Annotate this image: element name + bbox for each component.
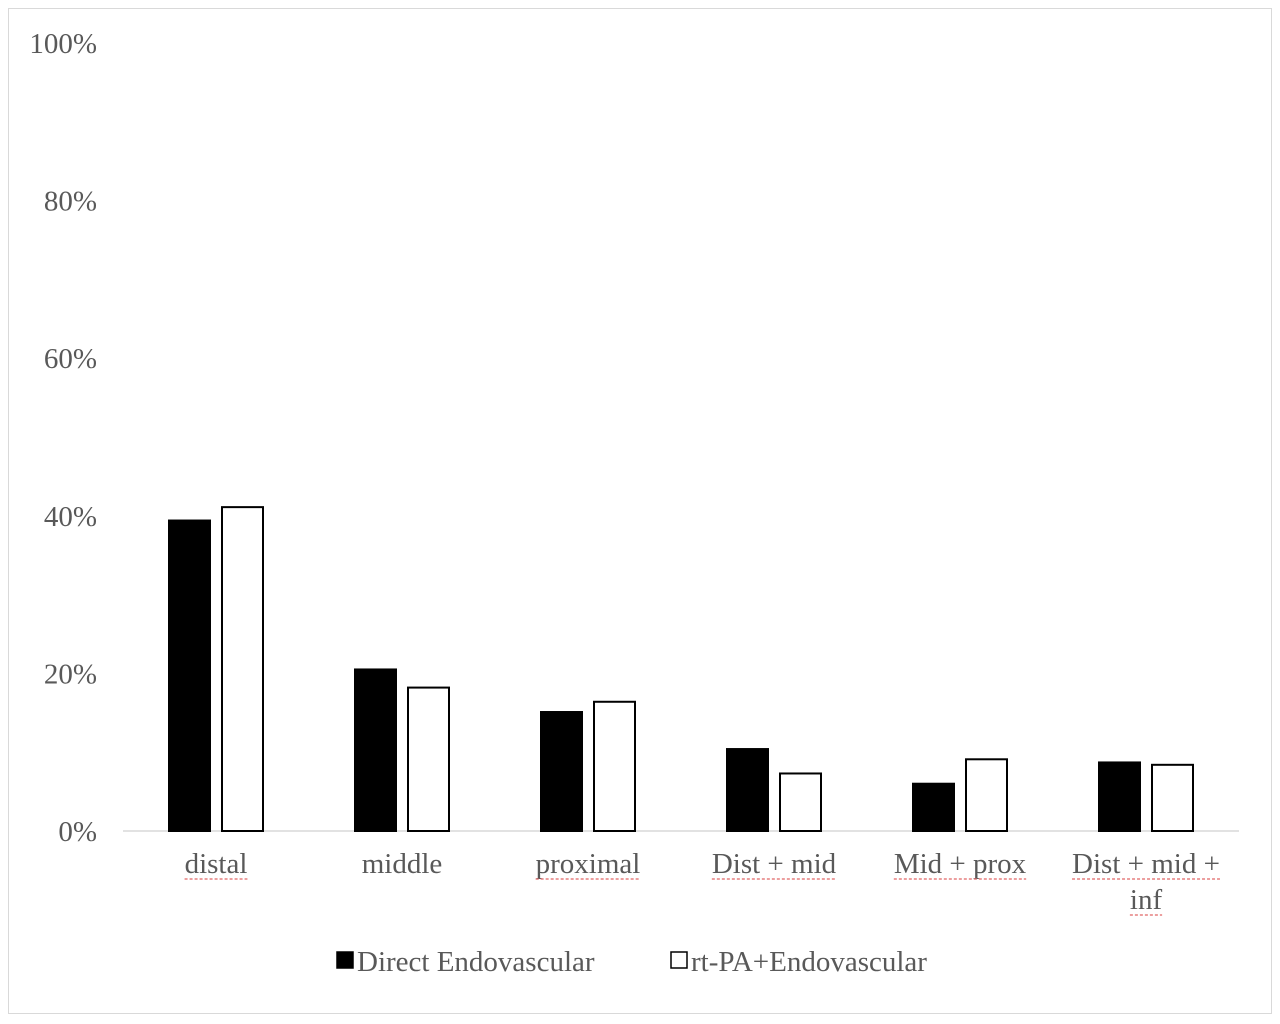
y-axis-ticks: 0% 20% 40% 60% 80% 100% (29, 28, 97, 848)
category-label: Dist + mid + (1072, 848, 1220, 880)
y-tick-label: 80% (44, 186, 97, 218)
bar-rtpa-endovascular (1151, 763, 1194, 832)
y-tick-label: 100% (29, 28, 97, 60)
category-label: inf (1130, 884, 1163, 916)
bar-rtpa-endovascular (407, 686, 450, 832)
category-label: Dist + mid (712, 848, 837, 880)
bar-direct-endovascular (540, 711, 583, 833)
legend: Direct Endovascular rt-PA+Endovascular (336, 946, 927, 978)
legend-swatch (336, 951, 354, 969)
legend-label: Direct Endovascular (357, 946, 595, 978)
y-tick-label: 20% (44, 658, 97, 690)
y-tick-label: 60% (44, 343, 97, 375)
bar-rtpa-endovascular (593, 700, 636, 832)
bar-direct-endovascular (1098, 761, 1141, 832)
chart: 0% 20% 40% 60% 80% 100% distal middle proximal D… (29, 28, 1239, 978)
bar-rtpa-endovascular (965, 758, 1008, 832)
legend-swatch (670, 951, 688, 969)
y-tick-label: 40% (44, 501, 97, 533)
legend-label: rt-PA+Endovascular (691, 946, 927, 978)
category-label: proximal (536, 848, 641, 880)
bar-rtpa-endovascular (779, 772, 822, 833)
category-label: middle (362, 848, 443, 880)
bar-rtpa-endovascular (221, 506, 264, 832)
category-labels: distal middle proximal Dist + mid Mid + prox… (184, 848, 1220, 916)
category-label: distal (185, 848, 248, 880)
bars (168, 506, 1194, 833)
chart-frame: 0% 20% 40% 60% 80% 100% distal middle proximal D… (8, 8, 1272, 1014)
bar-direct-endovascular (168, 519, 211, 832)
bar-direct-endovascular (912, 782, 955, 832)
bar-direct-endovascular (726, 748, 769, 832)
y-tick-label: 0% (58, 816, 97, 848)
category-label: Mid + prox (894, 848, 1027, 880)
bar-direct-endovascular (354, 668, 397, 833)
